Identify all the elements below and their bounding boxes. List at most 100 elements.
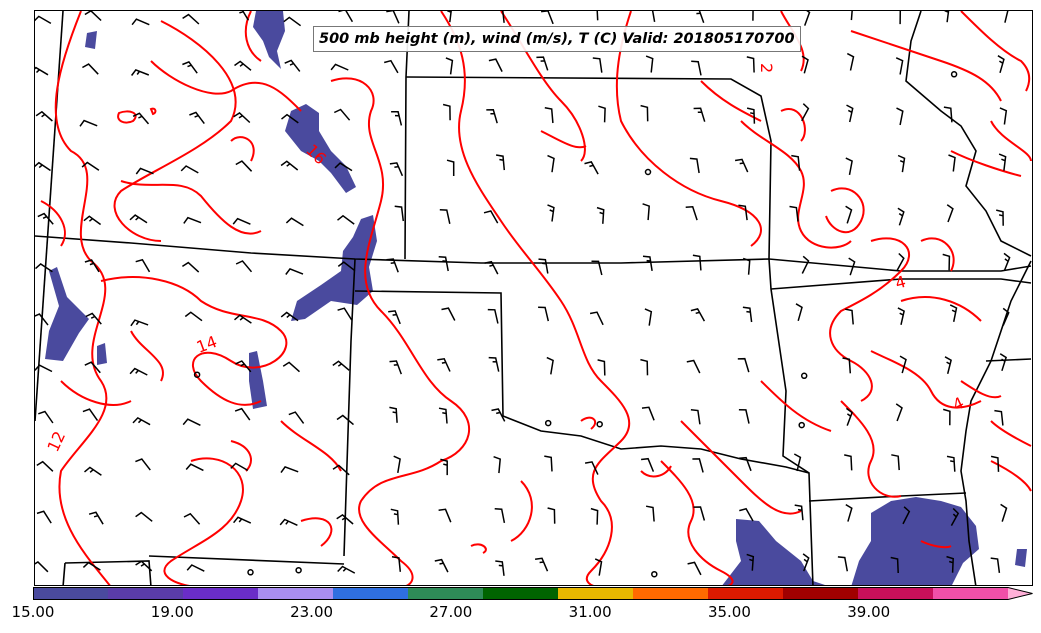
wind-barb xyxy=(83,215,102,226)
border-line xyxy=(62,562,66,585)
wind-barb xyxy=(337,307,353,321)
contour-line xyxy=(54,11,111,585)
border-line xyxy=(343,258,356,557)
wind-barb xyxy=(803,11,811,26)
wind-barb xyxy=(948,154,956,172)
wind-barb xyxy=(181,261,200,273)
wind-barb xyxy=(132,416,151,426)
wind-barb xyxy=(440,458,448,476)
wind-barb xyxy=(85,312,102,325)
wind-barb xyxy=(685,206,698,221)
wind-barb xyxy=(279,518,298,526)
wind-barb xyxy=(536,56,549,71)
wind-barb xyxy=(182,418,201,426)
wind-barb xyxy=(235,160,253,172)
contour-line xyxy=(510,480,533,542)
colorbar-segment xyxy=(633,587,709,600)
wind-barb xyxy=(394,205,405,222)
wind-barb xyxy=(547,507,556,524)
wind-barb xyxy=(183,512,201,525)
contour-line xyxy=(117,110,137,124)
colorbar-segment xyxy=(933,587,1009,600)
wind-barb xyxy=(234,314,252,324)
colorbar-segment xyxy=(183,587,259,600)
wind-barb xyxy=(389,406,398,423)
calm-wind-marker xyxy=(544,419,552,427)
wind-barb xyxy=(996,209,1004,226)
shade-patch xyxy=(253,11,285,69)
wind-barb xyxy=(81,161,100,171)
wind-barb xyxy=(184,311,203,322)
wind-barb xyxy=(284,59,301,72)
shade-patch xyxy=(45,267,89,361)
wind-barb xyxy=(690,408,701,425)
wind-barb xyxy=(180,165,199,174)
wind-barb xyxy=(802,553,810,572)
wind-barb xyxy=(280,465,299,474)
wind-barb xyxy=(692,458,704,473)
wind-barb xyxy=(687,561,702,576)
wind-barb xyxy=(445,57,454,75)
wind-barb xyxy=(282,361,300,373)
wind-barb xyxy=(135,560,153,572)
wind-barb xyxy=(899,355,907,374)
wind-barb xyxy=(641,457,655,472)
wind-barb xyxy=(642,203,650,221)
wind-barb xyxy=(890,556,899,574)
wind-barb xyxy=(899,11,902,25)
shade-patch xyxy=(249,351,267,409)
wind-barb xyxy=(84,11,102,22)
wind-barb xyxy=(333,108,351,121)
wind-barb xyxy=(442,103,451,121)
wind-barb xyxy=(547,154,555,173)
wind-barb xyxy=(334,162,353,172)
temperature-contours xyxy=(40,11,1032,585)
wind-barb xyxy=(846,52,855,71)
wind-barb xyxy=(35,15,52,25)
contour-line xyxy=(780,108,806,142)
calm-wind-marker xyxy=(644,168,652,176)
wind-barb xyxy=(738,408,750,424)
contour-line xyxy=(760,380,832,432)
wind-barb xyxy=(598,105,606,123)
colorbar-segment xyxy=(483,587,559,600)
contour-label: 12 xyxy=(43,428,69,454)
shade-patch xyxy=(1015,549,1027,567)
wind-barb xyxy=(946,555,954,573)
contour-line xyxy=(990,120,1032,162)
wind-barb xyxy=(135,458,151,471)
wind-barb xyxy=(285,267,304,275)
colorbar-tick-label: 23.00 xyxy=(290,603,334,621)
wind-barb xyxy=(640,104,649,122)
contour-line xyxy=(825,187,865,234)
wind-barb xyxy=(82,561,101,571)
wind-barb xyxy=(848,257,856,276)
wind-barb xyxy=(801,55,809,74)
wind-barb xyxy=(337,565,356,574)
contour-line xyxy=(150,60,302,112)
calm-wind-marker xyxy=(247,569,254,576)
colorbar-tick-label: 35.00 xyxy=(707,603,751,621)
wind-barb xyxy=(84,259,100,273)
wind-barb xyxy=(942,408,951,426)
wind-barb xyxy=(897,154,906,173)
map-panel: 14 12 4 4 2 16 500 mb height (m), wind (… xyxy=(34,10,1033,586)
wind-barb xyxy=(391,555,402,572)
contour-line xyxy=(660,460,734,585)
wind-barb xyxy=(235,260,253,273)
wind-barb xyxy=(386,11,400,24)
calm-wind-marker xyxy=(950,71,958,78)
map-canvas: 14 12 4 4 2 16 xyxy=(35,11,1032,585)
wind-barb xyxy=(693,506,706,521)
shade-patch xyxy=(851,497,979,585)
wind-barb xyxy=(950,507,960,526)
wind-barb xyxy=(541,11,554,25)
wind-barb xyxy=(842,357,852,374)
wind-barb xyxy=(845,157,853,176)
wind-barb xyxy=(502,11,505,23)
wind-barb xyxy=(794,504,804,521)
wind-barb xyxy=(36,510,52,524)
wind-barb xyxy=(37,212,54,225)
wind-barb xyxy=(597,359,606,376)
wind-barb xyxy=(389,162,404,177)
